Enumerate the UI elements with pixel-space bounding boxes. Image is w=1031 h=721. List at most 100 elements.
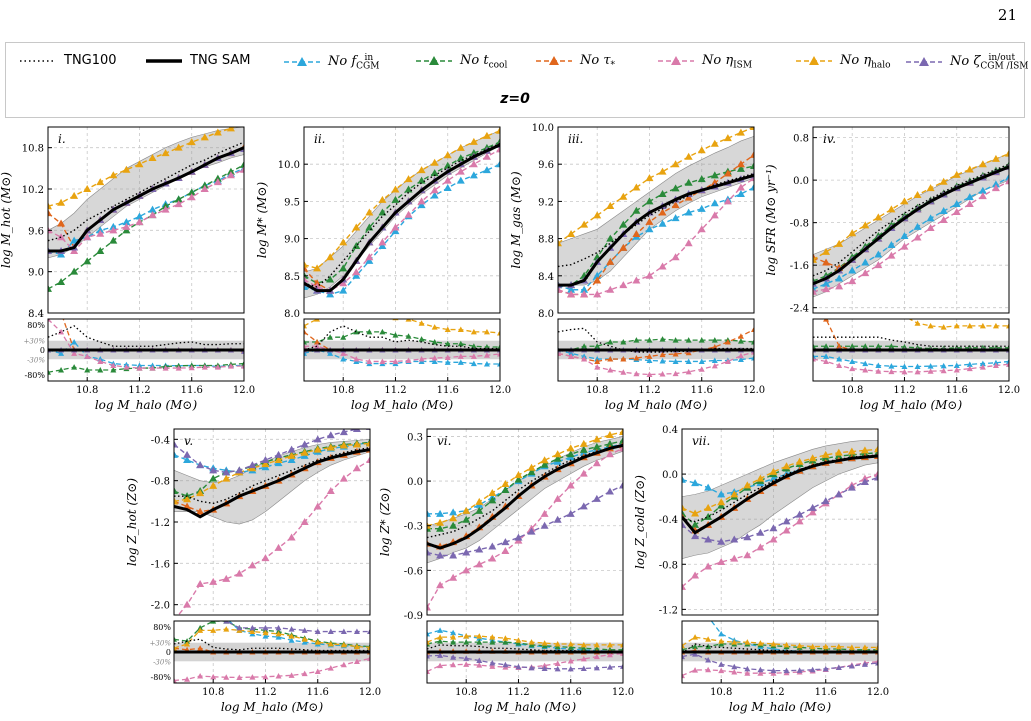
point-ehalo (313, 264, 322, 272)
point-eism (580, 290, 589, 298)
line-tcool (558, 165, 754, 286)
point-eism (835, 282, 844, 290)
point-ehalo (606, 202, 615, 210)
y-axis-label: log M_gas (M⊙) (509, 171, 523, 269)
point-eism (592, 459, 601, 467)
point-fin (861, 258, 870, 266)
point-zeta (313, 435, 322, 443)
line-eism (558, 177, 754, 296)
point-ehalo (730, 490, 739, 498)
point-fin (391, 227, 400, 235)
point-zeta (449, 551, 458, 559)
point-ehalo (808, 454, 817, 462)
y-tick-label: 0.0 (407, 477, 423, 488)
point-ehalo (161, 149, 170, 157)
line-eism (813, 180, 1009, 293)
point-tcool (606, 234, 615, 242)
point-ehalo (939, 177, 948, 185)
point-eism (366, 456, 370, 463)
point-ehalo (566, 444, 575, 452)
point-eism (710, 211, 719, 219)
point-tcool (750, 162, 754, 170)
y-tick-label: -1.2 (659, 605, 678, 616)
point-tcool (553, 454, 562, 462)
line-sam (48, 146, 244, 253)
legend-swatch-sam (146, 58, 182, 63)
line-ehalo (813, 152, 1009, 261)
point-eism (404, 210, 413, 218)
point-eism (326, 487, 335, 494)
point-ehalo (417, 166, 426, 174)
point-eism (339, 474, 348, 482)
point-ehalo (196, 489, 205, 497)
grid (558, 127, 755, 381)
point-ehalo (430, 158, 439, 166)
point-fin (70, 236, 79, 244)
ratio-zeta (682, 651, 878, 674)
panel-1: 8.4 9.0 9.6 10.2 10.8 80% +30%0-30% -80% 10.8 11.… (0, 126, 255, 412)
point-ehalo (174, 143, 183, 151)
point-tau (822, 258, 831, 266)
point-zeta (235, 466, 244, 474)
point-ehalo (782, 462, 791, 470)
point-eism (222, 574, 231, 582)
point-eism (887, 251, 896, 259)
point-ehalo (183, 495, 192, 503)
series-eism (177, 456, 370, 615)
ratio-ehalo (682, 634, 878, 650)
line-ehalo (174, 442, 370, 503)
point-tcool (619, 436, 623, 444)
point-fin (965, 193, 974, 201)
y-tick-label: -2.4 (790, 304, 809, 315)
line-fin (427, 443, 623, 515)
y-tick-label: 0.0 (662, 470, 678, 481)
y-axis-label: log Z* (Z⊙) (378, 487, 392, 556)
x-axis-label: log M_halo (M⊙) (605, 398, 708, 412)
point-eism (488, 554, 497, 562)
legend-item-eism: No ηISM (656, 53, 752, 71)
ratio-ehalo (908, 319, 1009, 330)
x-axis-label: log M_halo (M⊙) (221, 700, 324, 714)
legend-item-tng100: TNG100 (18, 53, 117, 68)
point-eism (365, 253, 374, 261)
point-tcool (592, 442, 601, 450)
point-tcool (697, 175, 706, 183)
x-tick-label: 11.6 (691, 385, 713, 396)
line-tcool (304, 141, 500, 284)
y-tick-label: 0.4 (662, 425, 678, 436)
point-eism (436, 581, 445, 589)
point-eism (717, 558, 726, 566)
point-zeta (769, 524, 778, 532)
point-ehalo (83, 185, 92, 192)
point-ehalo (558, 239, 562, 247)
point-ehalo (965, 165, 974, 173)
y-axis-label: log Z_cold (Z⊙) (633, 475, 647, 569)
x-tick-label: 12.0 (359, 687, 381, 698)
x-axis-label: log M_halo (M⊙) (474, 700, 577, 714)
point-eism (704, 562, 713, 570)
y-axis-label: log SFR (M⊙ yr⁻¹) (764, 164, 778, 275)
series-ehalo (304, 127, 500, 272)
point-eism (965, 200, 974, 208)
line-sam (682, 454, 878, 535)
point-zeta (222, 468, 231, 476)
point-eism (161, 205, 170, 213)
point-zeta (619, 481, 623, 489)
point-ehalo (580, 220, 589, 228)
legend-label-sam: TNG SAM (190, 53, 251, 68)
point-zeta (475, 545, 484, 553)
point-eism (378, 238, 387, 246)
point-fin (496, 160, 500, 168)
point-fin (430, 191, 439, 199)
point-ehalo (540, 456, 549, 464)
series-eism (813, 177, 1009, 295)
y-tick-label: 9.6 (538, 160, 554, 171)
point-zeta (605, 487, 614, 495)
point-fin (1005, 173, 1009, 181)
point-tcool (417, 176, 426, 184)
panel-3: 8.0 8.4 8.8 9.2 9.6 10.0 10.8 11.2 11.6 12.0 log M… (509, 123, 765, 412)
point-eism (540, 509, 549, 517)
point-ehalo (821, 450, 830, 458)
point-ehalo (926, 184, 935, 192)
x-tick-label: 10.8 (332, 385, 354, 396)
